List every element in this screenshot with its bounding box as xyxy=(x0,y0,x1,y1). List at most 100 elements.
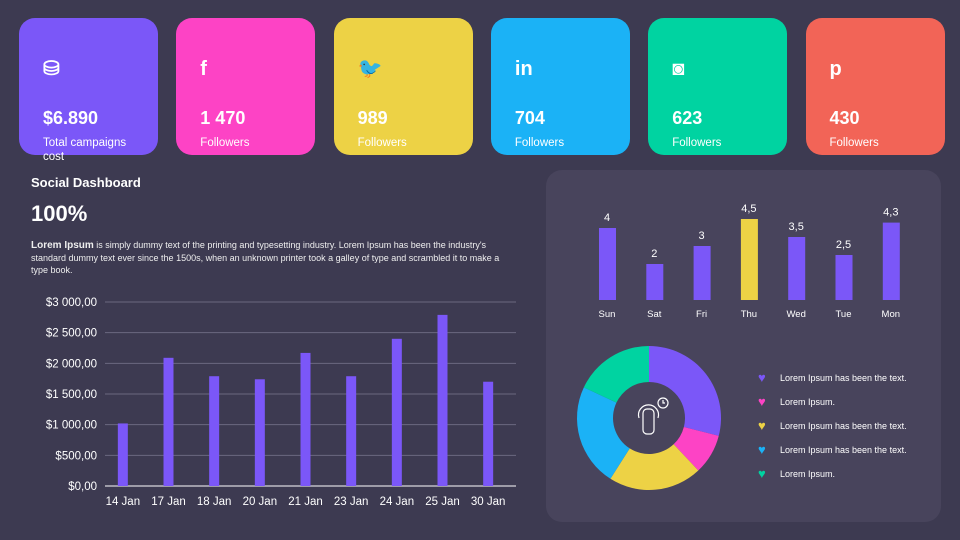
y-tick-label: $1 000,00 xyxy=(46,420,97,432)
stat-card: 🐦 989 Followers xyxy=(333,18,473,155)
x-tick-label: 30 Jan xyxy=(471,496,506,508)
stat-value: 430 xyxy=(829,108,860,128)
touch-icon xyxy=(637,397,669,435)
weekday-label: Thu xyxy=(741,309,757,320)
stat-value: 704 xyxy=(514,108,545,128)
facebook-icon: f xyxy=(200,58,207,80)
stat-label: Followers xyxy=(514,137,565,149)
bar-value-label: 3 xyxy=(699,230,705,242)
stat-value: 989 xyxy=(357,108,388,128)
x-tick-label: 14 Jan xyxy=(106,496,141,508)
bar xyxy=(254,379,265,486)
heart-icon: ♥ xyxy=(758,466,766,481)
legend-item: ♥ Lorem Ipsum has been the text. xyxy=(758,442,907,457)
stat-value: $6.890 xyxy=(43,108,99,128)
legend-label: Lorem Ipsum. xyxy=(780,396,836,407)
bar xyxy=(391,338,402,486)
donut-slice xyxy=(649,346,721,436)
stat-card: in 704 Followers xyxy=(490,18,630,155)
weekday-label: Wed xyxy=(787,309,806,320)
stat-label: Followers xyxy=(672,137,722,149)
stat-card: p 430 Followers xyxy=(805,18,945,155)
bar-value-label: 4,3 xyxy=(883,207,898,219)
stat-value: 623 xyxy=(672,108,703,128)
stat-label: Followers xyxy=(829,137,879,149)
stat-label: Followers xyxy=(200,137,250,149)
stat-label: Total campaigns cost xyxy=(43,137,127,163)
pinterest-icon: p xyxy=(829,58,842,80)
twitter-icon: 🐦 xyxy=(357,58,383,80)
donut-slice xyxy=(577,387,630,479)
y-tick-label: $3 000,00 xyxy=(46,297,97,309)
x-tick-label: 23 Jan xyxy=(334,496,369,508)
x-tick-label: 20 Jan xyxy=(243,496,278,508)
bar xyxy=(437,314,448,486)
x-tick-label: 24 Jan xyxy=(380,496,415,508)
x-tick-label: 21 Jan xyxy=(288,496,323,508)
dashboard-title: Social Dashboard xyxy=(31,175,141,190)
legend-item: ♥ Lorem Ipsum. xyxy=(758,466,835,481)
bar xyxy=(483,381,494,486)
weekday-bar xyxy=(693,246,711,300)
weekday-bar xyxy=(740,219,758,300)
y-tick-label: $2 500,00 xyxy=(46,328,97,340)
instagram-icon: ◙ xyxy=(672,58,685,80)
stat-card: f 1 470 Followers xyxy=(176,18,316,155)
legend-label: Lorem Ipsum. xyxy=(780,468,836,479)
bar xyxy=(209,376,220,486)
legend-label: Lorem Ipsum has been the text. xyxy=(780,420,907,431)
donut-slice xyxy=(673,426,719,471)
finger-shape xyxy=(642,408,655,435)
heart-icon: ♥ xyxy=(758,370,766,385)
weekday-bar xyxy=(646,264,664,300)
weekday-bar xyxy=(882,222,900,300)
legend-item: ♥ Lorem Ipsum has been the text. xyxy=(758,370,907,385)
weekday-label: Sat xyxy=(647,309,662,320)
weekday-bar xyxy=(788,237,806,300)
legend-item: ♥ Lorem Ipsum has been the text. xyxy=(758,418,907,433)
weekday-bar xyxy=(599,228,616,300)
bar xyxy=(346,376,357,486)
legend-label: Lorem Ipsum has been the text. xyxy=(780,372,907,383)
heart-icon: ♥ xyxy=(758,442,766,457)
legend-item: ♥ Lorem Ipsum. xyxy=(758,394,835,409)
weekday-label: Fri xyxy=(696,309,707,320)
weekday-label: Mon xyxy=(882,309,900,320)
bar-value-label: 2 xyxy=(651,248,657,260)
donut-slice xyxy=(610,444,699,491)
percent-value: 100% xyxy=(31,201,88,226)
stat-card: ◙ 623 Followers xyxy=(648,18,788,155)
weekday-label: Sun xyxy=(599,309,616,320)
heart-icon: ♥ xyxy=(758,418,766,433)
bar-value-label: 4 xyxy=(604,212,610,224)
bar-value-label: 2,5 xyxy=(836,239,851,251)
stat-value: 1 470 xyxy=(200,108,246,128)
y-tick-label: $2 000,00 xyxy=(46,358,97,370)
x-tick-label: 25 Jan xyxy=(425,496,460,508)
stat-card: ⛁ $6.890 Total campaigns cost xyxy=(19,18,158,163)
stat-label: Followers xyxy=(357,137,407,149)
donut-slice xyxy=(583,346,649,403)
bar-value-label: 3,5 xyxy=(789,221,804,233)
y-tick-label: $1 500,00 xyxy=(46,389,97,401)
desc-bold: Lorem Ipsum xyxy=(31,240,94,251)
heart-icon: ♥ xyxy=(758,394,766,409)
description: Lorem Ipsum is simply dummy text of the … xyxy=(31,239,501,276)
touch-ring xyxy=(637,404,660,419)
clock-icon xyxy=(657,397,669,409)
x-tick-label: 18 Jan xyxy=(197,496,232,508)
weekday-bar xyxy=(835,255,853,300)
y-tick-label: $500,00 xyxy=(55,450,97,462)
bar xyxy=(117,423,128,486)
y-tick-label: $0,00 xyxy=(68,481,97,493)
bar xyxy=(300,352,311,486)
legend-label: Lorem Ipsum has been the text. xyxy=(780,444,907,455)
x-tick-label: 17 Jan xyxy=(151,496,186,508)
clock-hands xyxy=(662,400,665,404)
linkedin-icon: in xyxy=(514,58,533,80)
bar-value-label: 4,5 xyxy=(741,203,756,215)
bar xyxy=(163,357,174,486)
weekday-label: Tue xyxy=(835,309,851,320)
